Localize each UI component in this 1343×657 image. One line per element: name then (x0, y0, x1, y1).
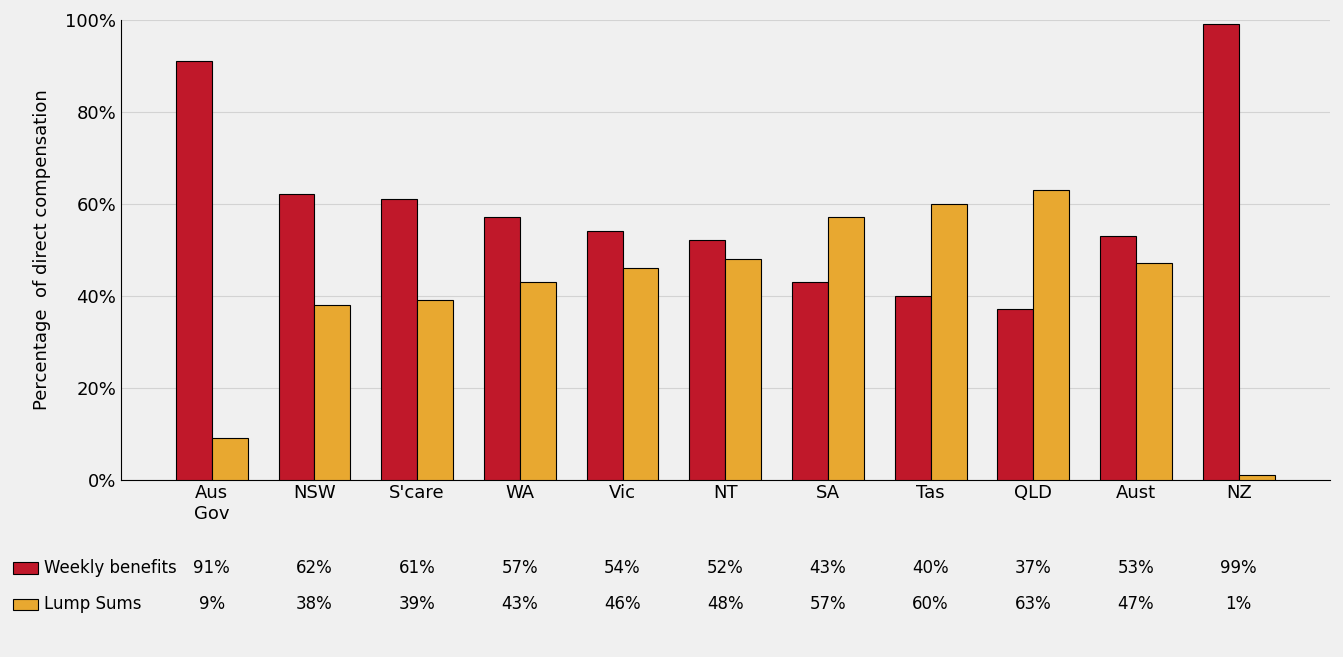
Text: 43%: 43% (810, 559, 846, 578)
Bar (381, 199, 418, 480)
Bar (894, 296, 931, 480)
Text: 37%: 37% (1015, 559, 1052, 578)
Text: 47%: 47% (1117, 595, 1154, 614)
Text: 63%: 63% (1015, 595, 1052, 614)
Bar (278, 194, 314, 480)
Bar (998, 309, 1033, 480)
Bar (212, 438, 247, 480)
Bar (827, 217, 864, 480)
Text: 52%: 52% (706, 559, 744, 578)
Text: 61%: 61% (399, 559, 435, 578)
Text: 48%: 48% (706, 595, 744, 614)
Text: Weekly benefits: Weekly benefits (44, 559, 177, 578)
Bar (623, 268, 658, 480)
Bar (1100, 236, 1136, 480)
Bar (1033, 190, 1069, 480)
Bar (520, 282, 556, 480)
Bar (1136, 263, 1172, 480)
Text: 40%: 40% (912, 559, 950, 578)
Bar (418, 300, 453, 480)
Bar (483, 217, 520, 480)
Text: 53%: 53% (1117, 559, 1155, 578)
Text: 9%: 9% (199, 595, 224, 614)
Text: Lump Sums: Lump Sums (44, 595, 142, 614)
Bar (176, 61, 212, 480)
Text: 60%: 60% (912, 595, 950, 614)
Bar (725, 259, 761, 480)
Bar (931, 204, 967, 480)
Text: 39%: 39% (399, 595, 435, 614)
Y-axis label: Percentage  of direct compensation: Percentage of direct compensation (34, 89, 51, 410)
Bar (689, 240, 725, 480)
Bar (587, 231, 623, 480)
Text: 1%: 1% (1226, 595, 1252, 614)
Text: 57%: 57% (810, 595, 846, 614)
Text: 99%: 99% (1221, 559, 1257, 578)
Text: 38%: 38% (295, 595, 333, 614)
Text: 43%: 43% (501, 595, 539, 614)
Text: 54%: 54% (604, 559, 641, 578)
Text: 57%: 57% (501, 559, 539, 578)
Bar (1238, 475, 1275, 480)
Text: 46%: 46% (604, 595, 641, 614)
Bar (1203, 24, 1238, 480)
Text: 91%: 91% (193, 559, 230, 578)
Bar (792, 282, 827, 480)
Text: 62%: 62% (295, 559, 333, 578)
Bar (314, 305, 351, 480)
